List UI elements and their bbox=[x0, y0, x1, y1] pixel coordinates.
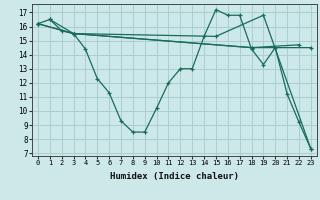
X-axis label: Humidex (Indice chaleur): Humidex (Indice chaleur) bbox=[110, 172, 239, 181]
